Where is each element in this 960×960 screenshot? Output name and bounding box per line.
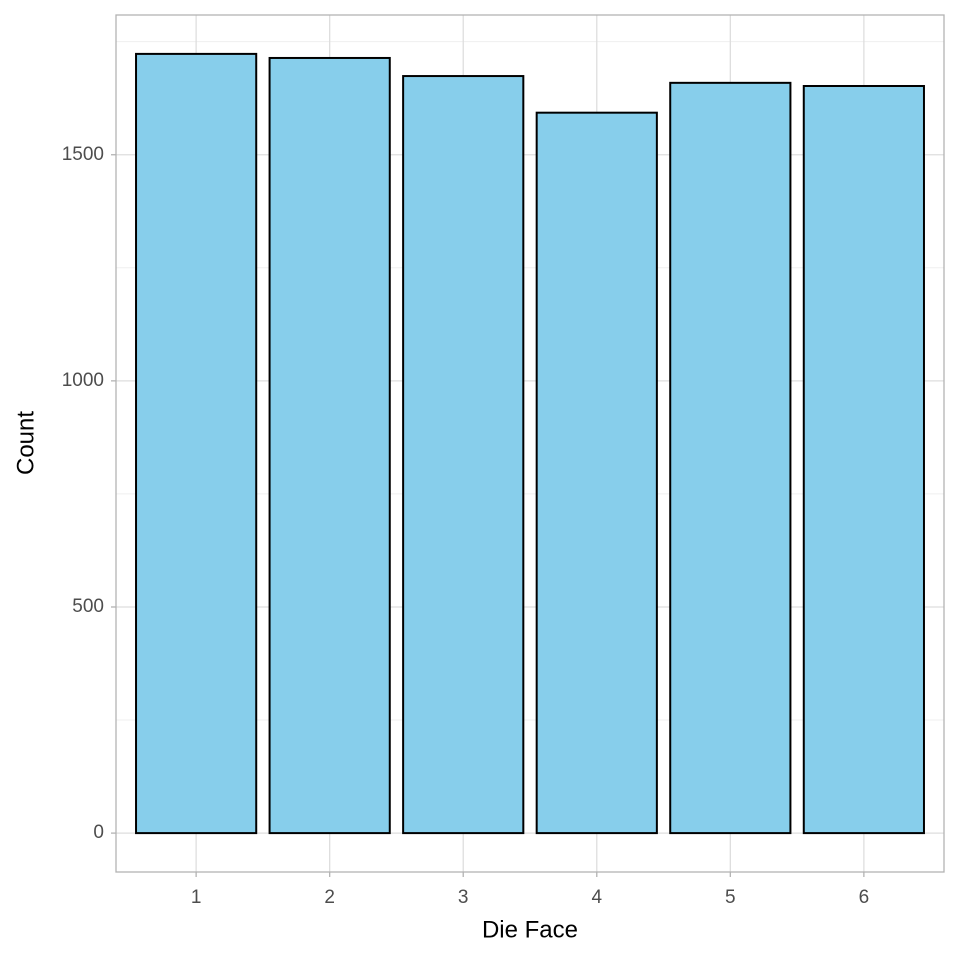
y-tick-label: 0 bbox=[93, 822, 104, 843]
x-tick-label: 4 bbox=[591, 887, 602, 908]
bar bbox=[802, 85, 925, 835]
y-tick-label: 1500 bbox=[62, 144, 104, 165]
bar bbox=[535, 111, 658, 835]
x-tick-label: 6 bbox=[859, 887, 870, 908]
bar bbox=[402, 75, 525, 835]
bar bbox=[268, 56, 391, 835]
bar bbox=[135, 52, 258, 835]
y-tick-label: 1000 bbox=[62, 370, 104, 391]
x-tick-label: 2 bbox=[324, 887, 335, 908]
x-axis-title: Die Face bbox=[482, 916, 578, 943]
x-tick-label: 3 bbox=[458, 887, 469, 908]
panel-border bbox=[115, 14, 945, 873]
y-tick-label: 500 bbox=[72, 596, 104, 617]
bar bbox=[669, 81, 792, 835]
x-tick-label: 5 bbox=[725, 887, 736, 908]
y-axis-title: Count bbox=[12, 411, 39, 475]
x-tick-label: 1 bbox=[191, 887, 202, 908]
